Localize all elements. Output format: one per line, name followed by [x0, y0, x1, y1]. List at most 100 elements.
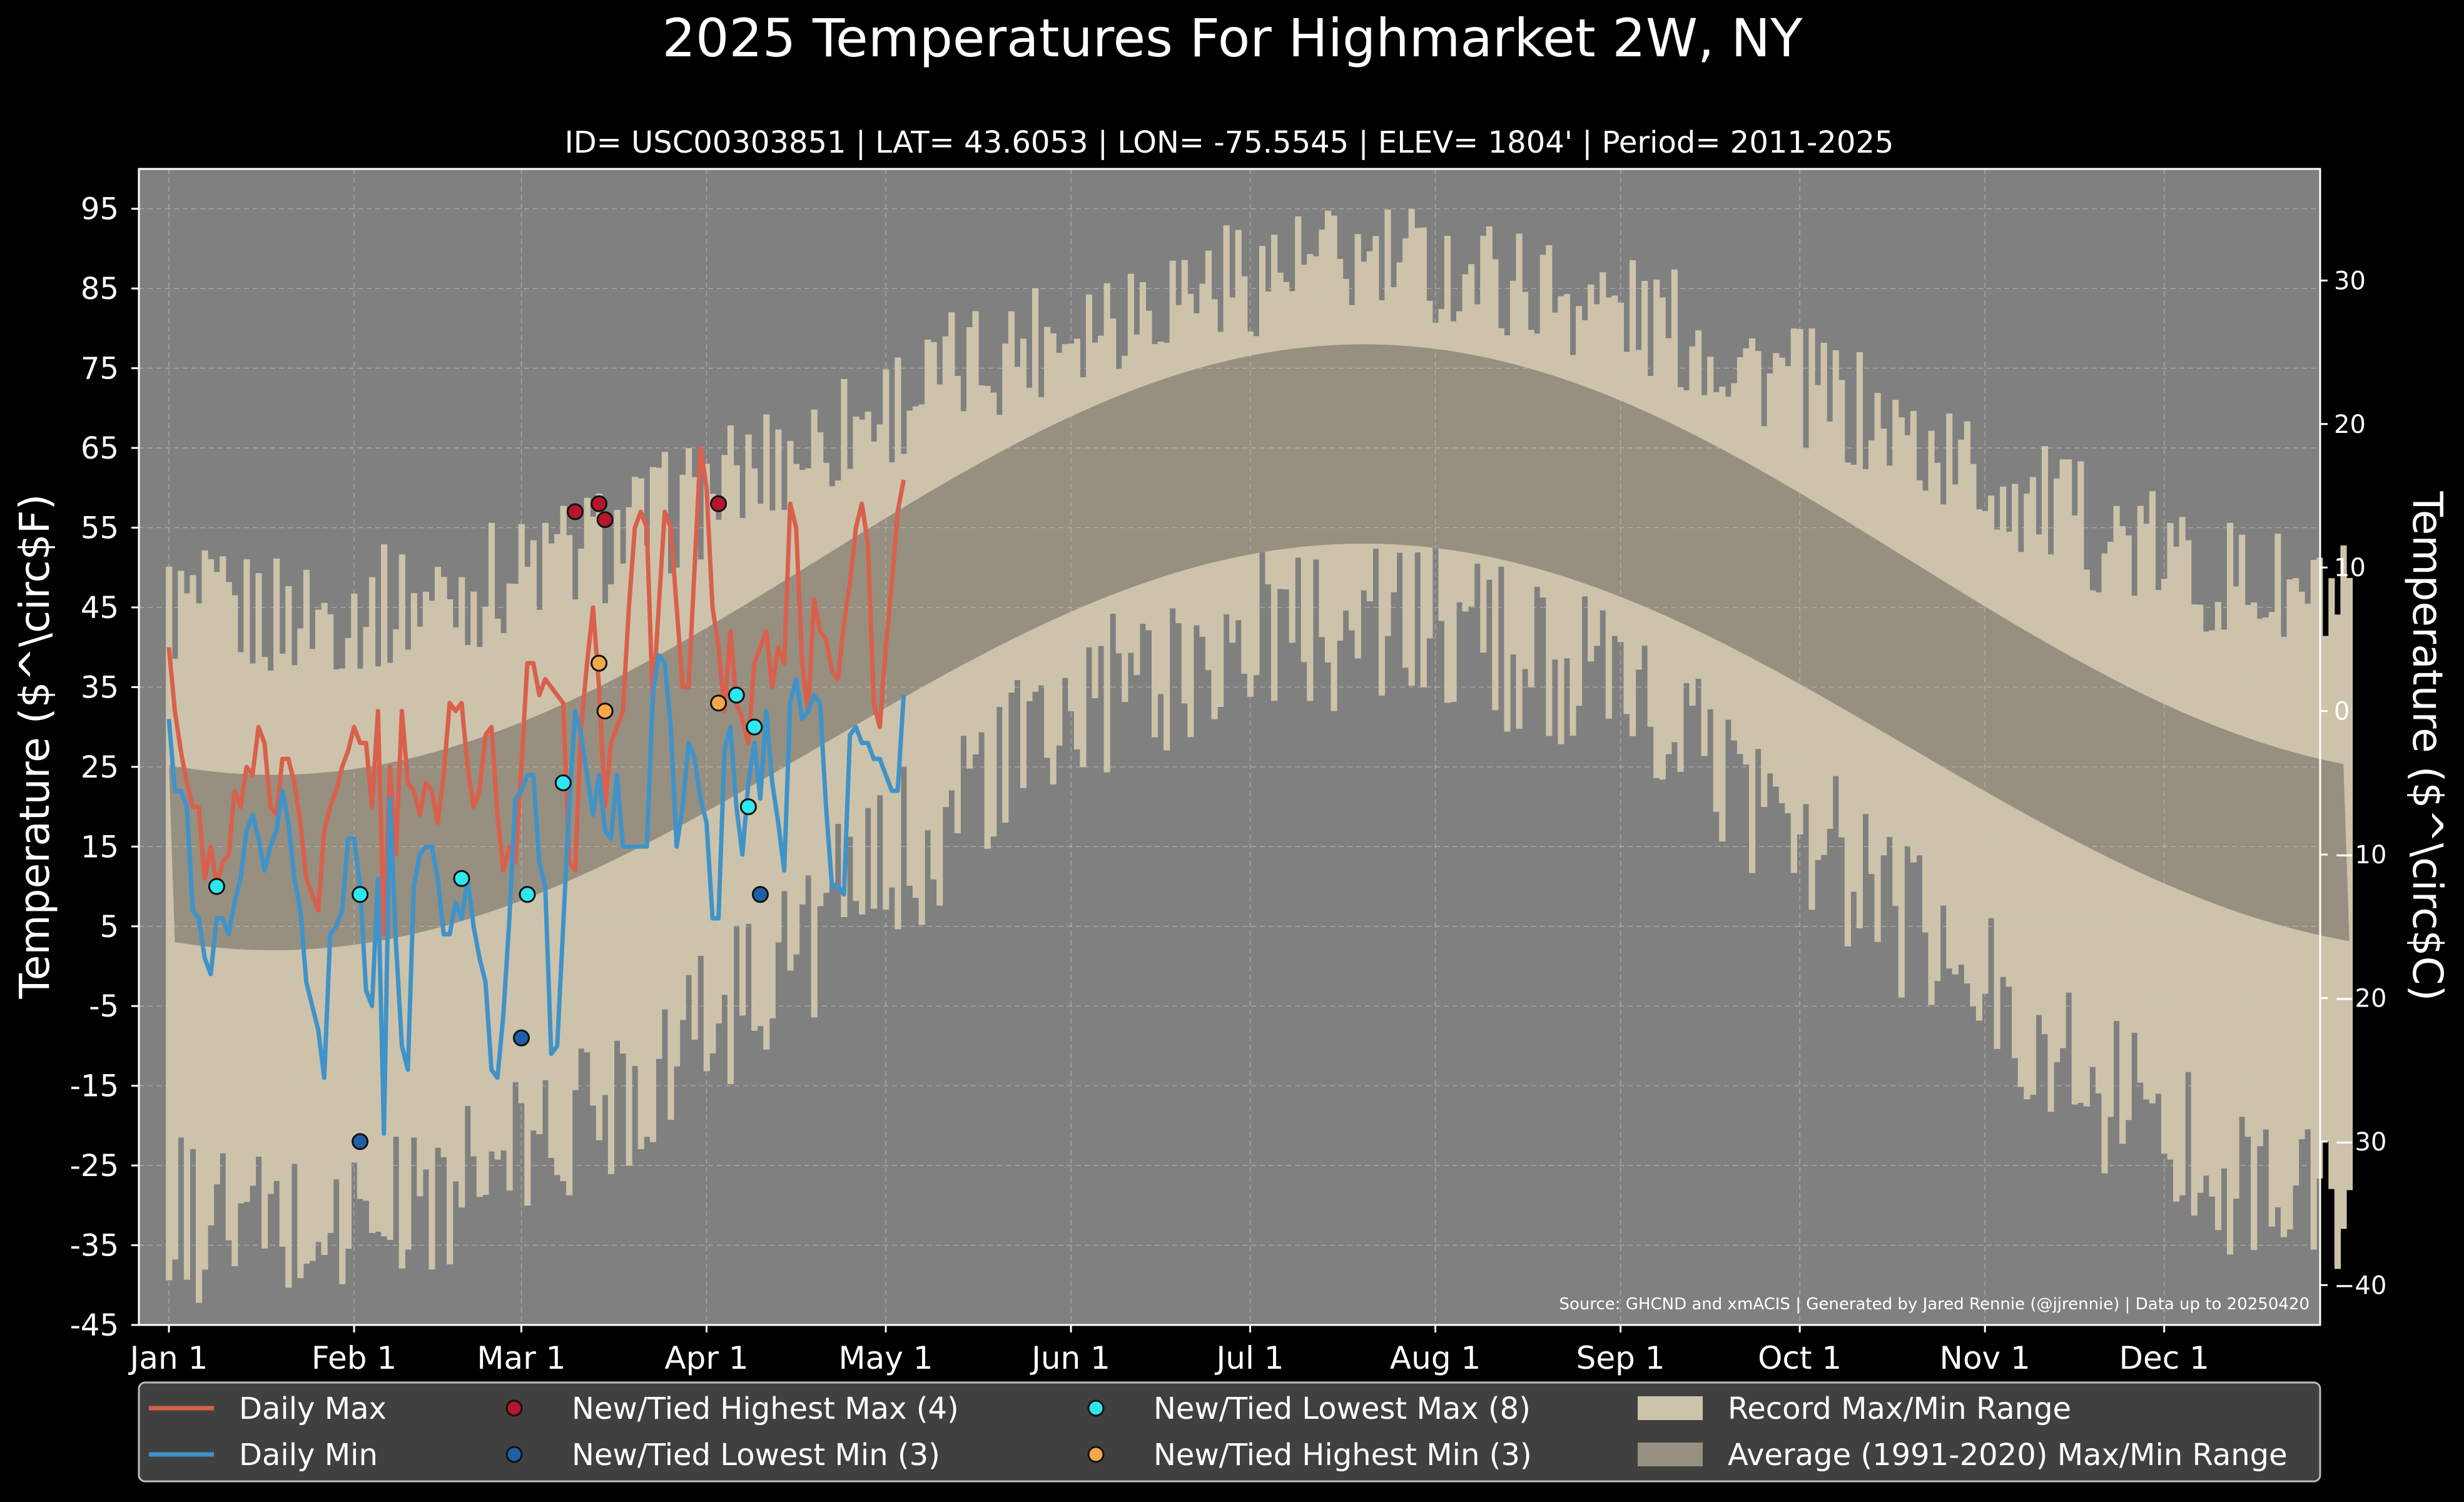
y-tick-label: 75	[81, 352, 119, 387]
record-bar	[428, 601, 435, 1270]
y-tick-label: -45	[70, 1308, 119, 1343]
y-axis-label-right: Temperature ($^\circ$C)	[2403, 491, 2451, 1002]
record-dot	[352, 1133, 369, 1150]
record-dot	[566, 503, 584, 520]
source-note: Source: GHCND and xmACIS | Generated by …	[1559, 1295, 2309, 1314]
record-dot	[512, 1029, 530, 1047]
y-right-tick-label: −30	[2334, 1128, 2386, 1157]
y-tick-label: 65	[81, 431, 119, 466]
record-dot	[728, 686, 745, 704]
y-right-tick-label: 0	[2334, 698, 2350, 726]
y-right-tick-label: −10	[2334, 841, 2386, 870]
x-tick-label: Dec 1	[2119, 1340, 2209, 1376]
y-tick-label: -5	[89, 989, 119, 1024]
record-bar	[171, 659, 178, 1260]
legend-label: Daily Min	[239, 1438, 378, 1473]
grid-lines	[139, 169, 2320, 1326]
record-bar	[607, 584, 615, 1174]
record-bar	[2280, 637, 2288, 1237]
y-right-tick-label: −20	[2334, 984, 2386, 1013]
y-tick-label: 25	[81, 750, 119, 785]
record-dot	[596, 511, 614, 529]
x-tick-label: Aug 1	[1390, 1340, 1481, 1376]
x-tick-label: Jan 1	[128, 1340, 208, 1376]
legend: Daily Max Daily Min New/Tied Highest Max (…	[138, 1381, 2321, 1483]
record-bar	[2209, 630, 2216, 1197]
record-dot	[591, 495, 608, 512]
legend-label: Record Max/Min Range	[1728, 1391, 2071, 1426]
legend-label: New/Tied Highest Max (4)	[572, 1391, 959, 1426]
daily-min-line	[166, 652, 906, 1136]
chart-title: 2025 Temperatures For Highmarket 2W, NY	[662, 8, 1803, 69]
legend-dot-swatch	[505, 1399, 523, 1417]
y-right-tick-label: 10	[2334, 554, 2366, 582]
y-tick-label: 15	[81, 830, 119, 865]
record-dot	[710, 694, 728, 712]
record-bar	[2346, 577, 2353, 1190]
record-bar	[2047, 554, 2054, 1112]
x-tick-label: Feb 1	[312, 1340, 397, 1376]
record-bar	[476, 647, 483, 1197]
legend-dot-swatch	[1087, 1399, 1105, 1417]
plot-area: Source: GHCND and xmACIS | Generated by …	[138, 168, 2353, 1326]
y-right-tick-label: 30	[2334, 266, 2366, 295]
y-tick-label: -25	[70, 1149, 119, 1184]
record-bar	[2191, 604, 2198, 1216]
record-bar	[2101, 553, 2108, 1174]
record-dot	[746, 718, 763, 736]
record-bar	[2334, 614, 2341, 1269]
x-tick-label: Oct 1	[1758, 1340, 1842, 1376]
record-dot	[208, 878, 225, 895]
chart-subtitle: ID= USC00303851 | LAT= 43.6053 | LON= -7…	[565, 125, 1894, 160]
y-tick-label: 85	[81, 271, 119, 307]
normal-range-band	[169, 344, 2350, 950]
legend-dot-swatch	[1087, 1446, 1105, 1463]
record-bar	[2197, 604, 2204, 1193]
x-tick-label: Apr 1	[664, 1340, 748, 1376]
legend-label: Daily Max	[239, 1391, 387, 1426]
y-tick-label: -35	[70, 1229, 119, 1264]
record-dot	[554, 774, 572, 791]
record-dot	[596, 703, 614, 720]
y-tick-label: -15	[70, 1069, 119, 1104]
y-right-tick-label: 20	[2334, 410, 2366, 439]
plot-frame	[138, 168, 2321, 1326]
x-tick-label: Nov 1	[1940, 1340, 2031, 1376]
legend-label: New/Tied Lowest Max (8)	[1153, 1391, 1531, 1426]
record-dot	[710, 495, 728, 512]
y-right-tick-label: −40	[2334, 1271, 2386, 1300]
record-dots	[208, 495, 769, 1150]
x-tick-label: Jun 1	[1030, 1340, 1110, 1376]
y-axis-right: 30 20 10 0 −10 −20 −30 −40	[2320, 266, 2386, 1300]
daily-lines	[166, 445, 906, 1136]
record-bar	[667, 573, 674, 1120]
y-tick-label: 5	[99, 910, 119, 945]
x-axis: Jan 1 Feb 1 Mar 1 Apr 1 May 1 Jun 1 Jul 1 Aug 1…	[128, 1325, 2209, 1376]
record-bar	[297, 628, 304, 1279]
record-dot	[453, 870, 470, 887]
legend-dot-swatch	[505, 1446, 523, 1463]
y-tick-label: 55	[81, 511, 119, 546]
record-bar	[2203, 631, 2209, 1176]
record-bar	[339, 668, 346, 1284]
y-axis-left: 95 85 75 65 55 45 35 25 15 5 -5 -15 -25 -35 -45	[70, 192, 139, 1343]
record-bar	[405, 649, 412, 1250]
y-tick-label: 45	[81, 591, 119, 626]
record-bar	[279, 653, 286, 1247]
legend-patch-swatch	[1638, 1443, 1703, 1466]
record-bar	[2017, 552, 2024, 1087]
x-tick-label: Sep 1	[1576, 1340, 1665, 1376]
record-dot	[519, 886, 536, 903]
record-bar	[387, 662, 393, 1240]
y-tick-label: 95	[81, 192, 119, 227]
record-dot	[739, 798, 757, 816]
legend-patch-swatch	[1638, 1396, 1703, 1420]
y-axis-label-left: Temperature ($^\circ$F)	[11, 494, 59, 1000]
legend-label: New/Tied Highest Min (3)	[1153, 1438, 1532, 1473]
record-bar	[261, 657, 268, 1249]
record-dot	[751, 886, 769, 903]
x-tick-label: Jul 1	[1215, 1340, 1284, 1376]
record-dot	[352, 886, 369, 903]
y-tick-label: 35	[81, 670, 119, 705]
